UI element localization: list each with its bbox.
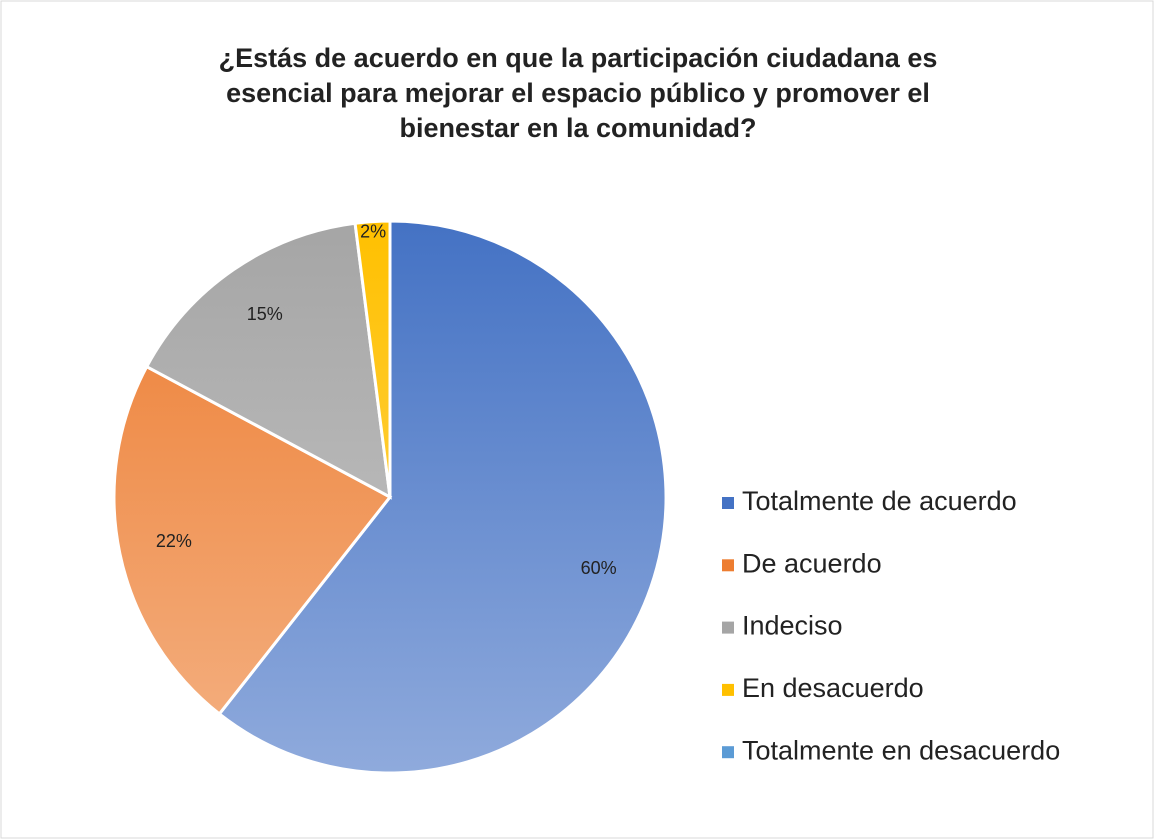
legend-label: En desacuerdo xyxy=(742,673,924,703)
data-label: 15% xyxy=(247,304,283,324)
legend-label: De acuerdo xyxy=(742,548,882,578)
legend-swatch xyxy=(722,621,734,634)
data-label: 22% xyxy=(156,531,192,551)
pie-slice xyxy=(217,219,668,775)
data-label: 60% xyxy=(581,558,617,578)
chart-title: bienestar en la comunidad? xyxy=(399,113,756,143)
legend-swatch xyxy=(722,746,734,759)
data-label: 2% xyxy=(360,221,386,241)
legend-swatch xyxy=(722,497,734,509)
legend-label: Totalmente de acuerdo xyxy=(742,486,1017,516)
chart-title: esencial para mejorar el espacio público… xyxy=(226,78,930,108)
legend-swatch xyxy=(722,683,734,696)
legend-label: Indeciso xyxy=(742,611,843,641)
legend-swatch xyxy=(722,559,734,572)
chart-title: ¿Estás de acuerdo en que la participació… xyxy=(219,43,938,73)
legend-label: Totalmente en desacuerdo xyxy=(742,735,1060,765)
pie-slice xyxy=(112,364,393,717)
pie-slice xyxy=(144,221,392,500)
